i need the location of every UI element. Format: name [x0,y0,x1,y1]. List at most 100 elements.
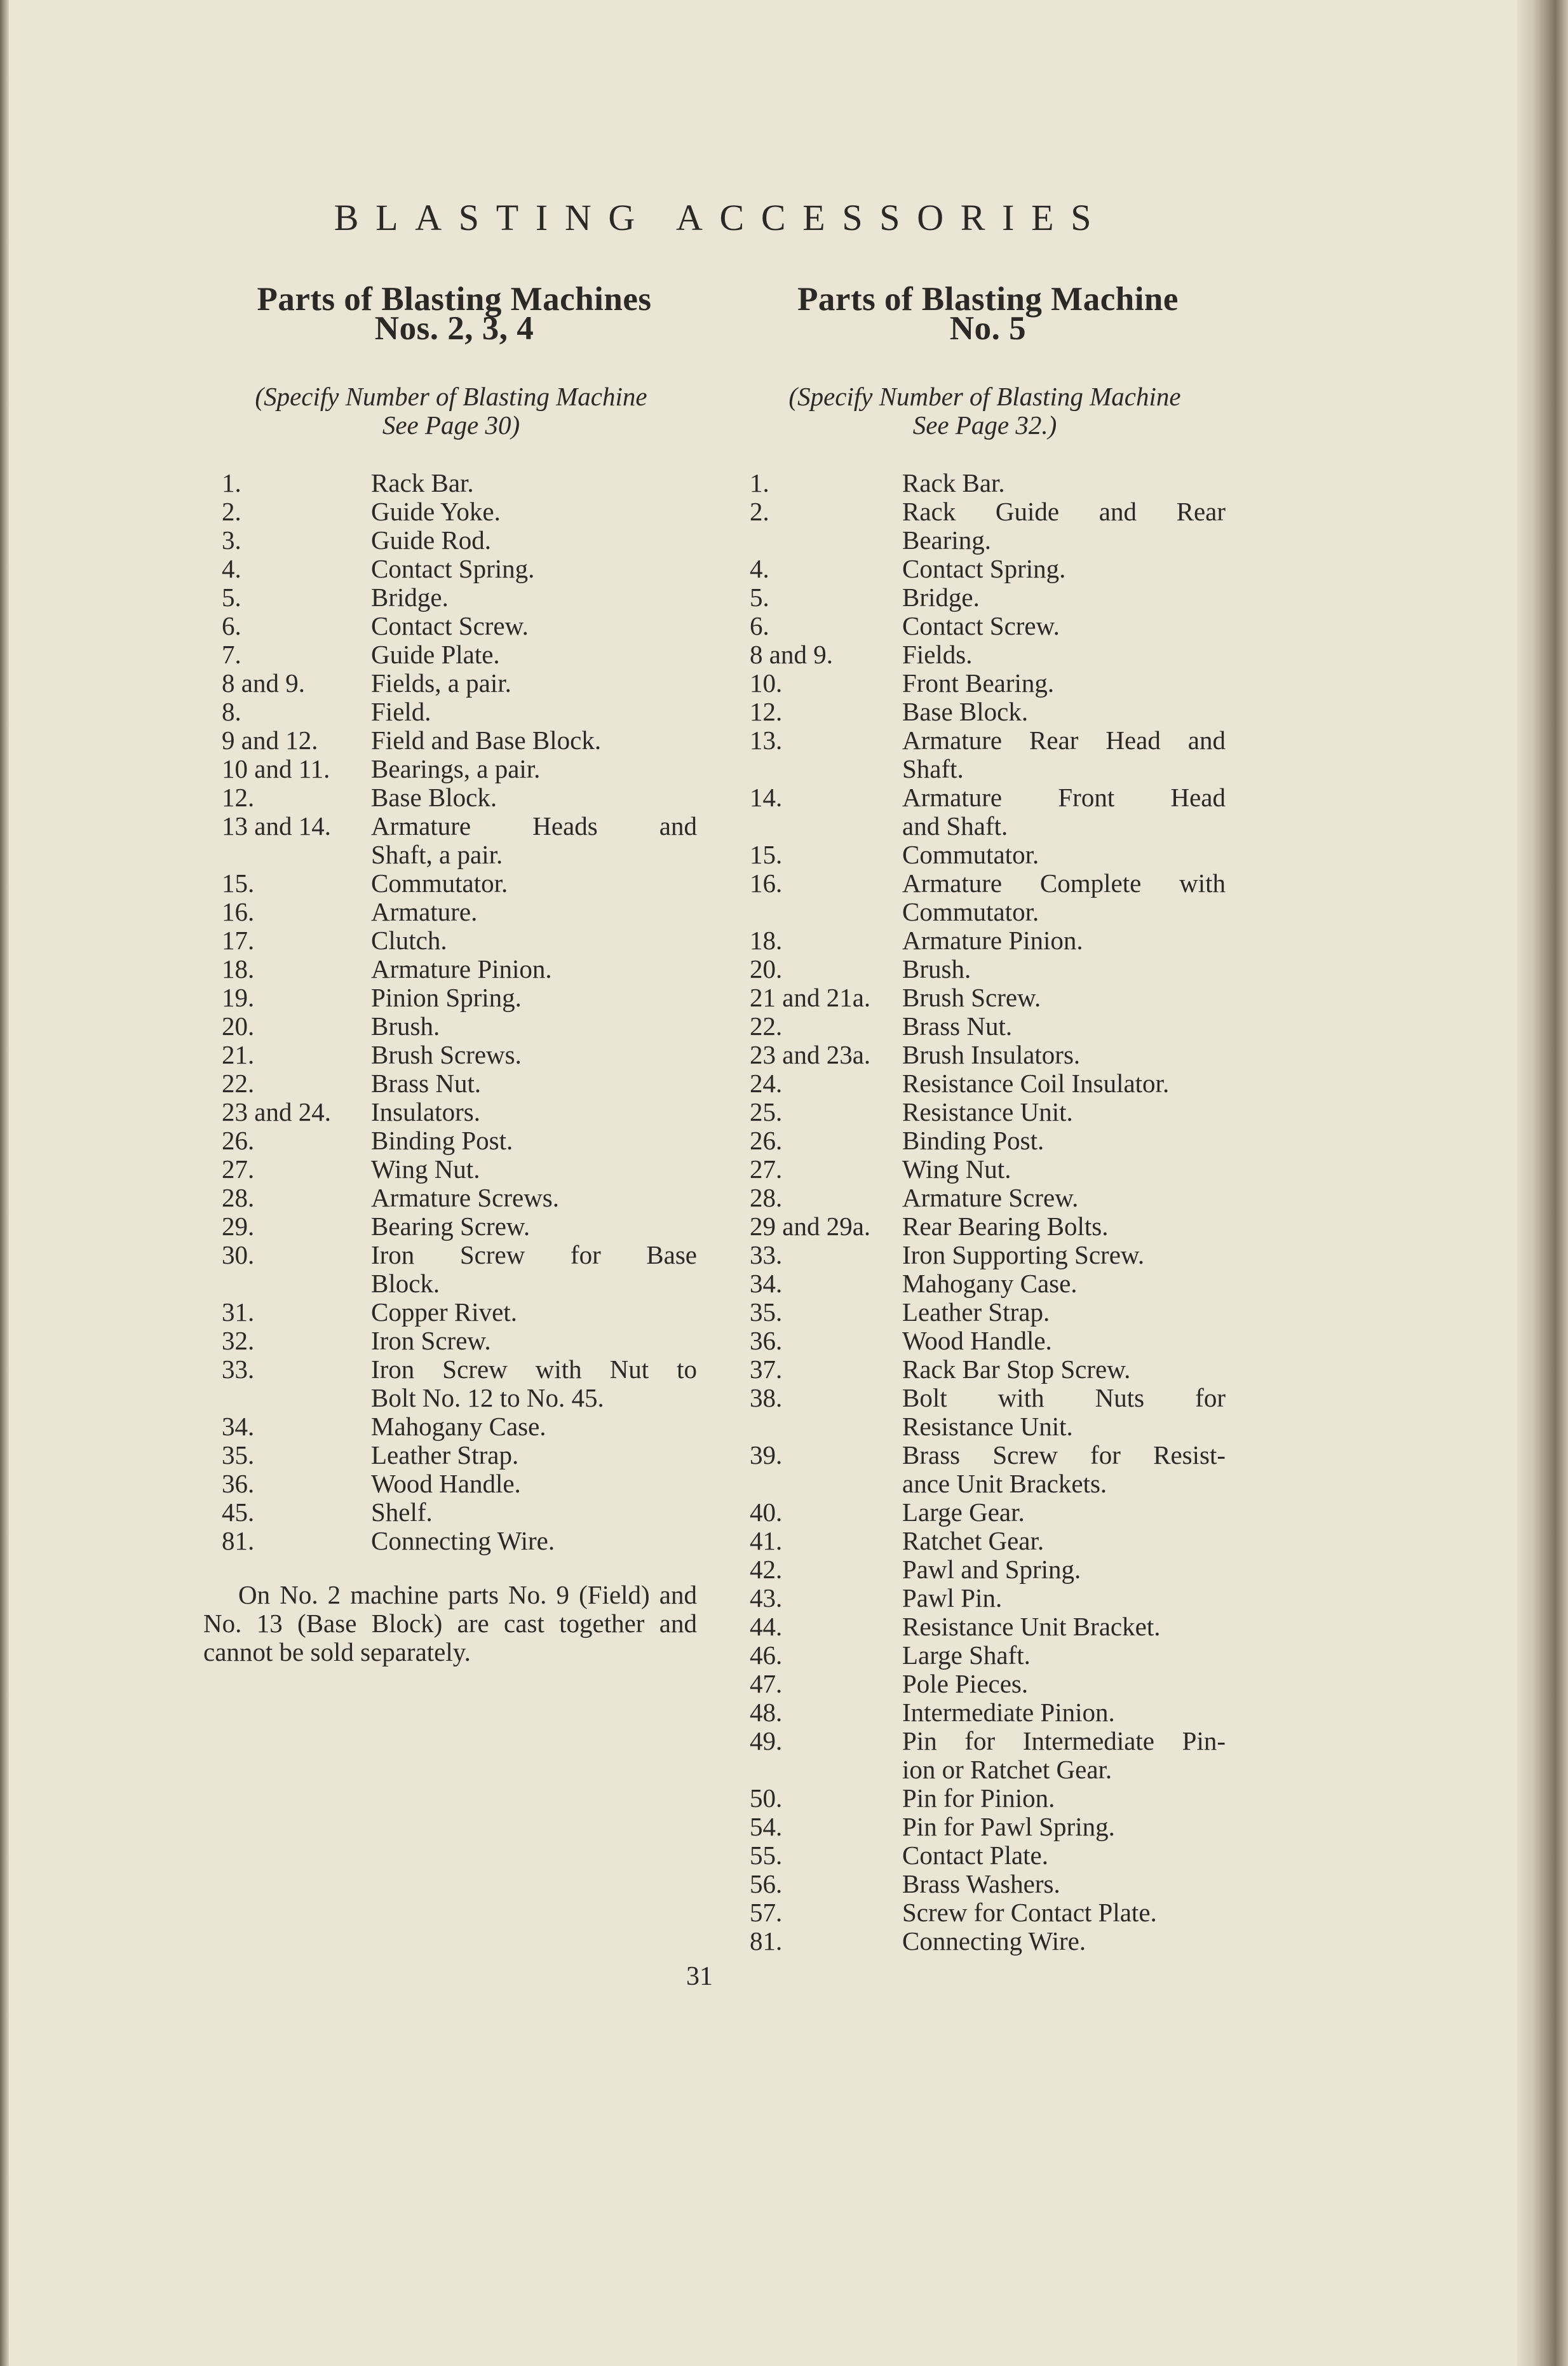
part-number: 28. [222,1183,255,1212]
part-number: 49. [750,1726,783,1755]
part-number: 27. [750,1154,783,1184]
part-number: 24. [750,1069,783,1098]
part-name-line: Intermediate Pinion. [902,1698,1115,1727]
book-binding-edge [1517,0,1568,2366]
part-name-line: Resistance Unit. [902,1412,1073,1441]
part-name: Binding Post. [902,1126,1226,1155]
part-row: 6. Contact Screw. [222,612,697,640]
part-row: 27. Wing Nut. [750,1155,1226,1184]
left-specify-note: (Specify Number of Blasting Machine See … [197,382,705,440]
part-row: 15. Commutator. [750,841,1226,869]
part-name-line: ance Unit Brackets. [902,1469,1107,1498]
part-name: Bearing Screw. [371,1212,697,1241]
part-row: 34. Mahogany Case. [750,1269,1226,1298]
part-number: 39. [750,1440,783,1470]
part-name-line: Bearing. [902,525,992,555]
part-row: 1. Rack Bar. [750,469,1226,497]
part-name-line: and Shaft. [902,811,1008,841]
part-name-line: Brass Washers. [902,1869,1060,1898]
part-number: 55. [750,1841,783,1870]
part-row: 23 and 24. Insulators. [222,1098,697,1126]
part-name: Pinion Spring. [371,984,697,1012]
part-name-line: Shaft. [902,754,964,783]
part-number: 29. [222,1212,255,1241]
part-row: 26. Binding Post. [750,1126,1226,1155]
part-name-line: Large Gear. [902,1497,1025,1527]
part-row: 24. Resistance Coil Insulator. [750,1069,1226,1098]
part-number: 31. [222,1297,255,1327]
part-row: 17. Clutch. [222,926,697,955]
part-row: 35. Leather Strap. [750,1298,1226,1327]
part-name: Leather Strap. [371,1441,697,1470]
part-name-line: Field. [371,697,431,726]
part-name: Copper Rivet. [371,1298,697,1327]
left-parts-list: 1. Rack Bar. 2. Guide Yoke. 3. Guide Rod. 4. Co… [222,469,697,1555]
part-name-line: Iron Screw. [371,1326,491,1355]
part-number: 7. [222,640,241,669]
part-name: Clutch. [371,926,697,955]
part-name-line: Pin for Intermediate Pin- [902,1726,1226,1755]
part-name-line: Mahogany Case. [371,1412,546,1441]
part-name-line: Wing Nut. [371,1154,480,1184]
part-name: Pin for Intermediate Pin-ion or Ratchet … [902,1727,1226,1784]
part-row: 40. Large Gear. [750,1498,1226,1527]
part-row: 9 and 12. Field and Base Block. [222,726,697,755]
part-row: 18. Armature Pinion. [222,955,697,984]
part-row: 16. Armature Complete with Commutator. [750,869,1226,926]
part-number: 48. [750,1698,783,1727]
part-number: 40. [750,1497,783,1527]
part-number: 12. [222,783,255,812]
part-number: 5. [750,583,769,612]
part-row: 54. Pin for Pawl Spring. [750,1813,1226,1841]
part-name-line: Leather Strap. [371,1440,519,1470]
part-row: 29 and 29a. Rear Bearing Bolts. [750,1212,1226,1241]
part-number: 5. [222,583,241,612]
part-name: Binding Post. [371,1126,697,1155]
part-name-line: Bridge. [902,583,980,612]
page-edge-left [0,0,9,2366]
part-row: 32. Iron Screw. [222,1327,697,1355]
part-number: 20. [222,1011,255,1041]
part-number: 57. [750,1898,783,1927]
part-name: Iron Supporting Screw. [902,1241,1226,1269]
part-row: 36. Wood Handle. [750,1327,1226,1355]
part-number: 6. [222,611,241,640]
part-name: Resistance Coil Insulator. [902,1069,1226,1098]
part-row: 49. Pin for Intermediate Pin-ion or Ratch… [750,1727,1226,1784]
part-row: 23 and 23a. Brush Insulators. [750,1041,1226,1069]
part-row: 21. Brush Screws. [222,1041,697,1069]
part-number: 19. [222,983,255,1012]
part-name: Pawl Pin. [902,1584,1226,1612]
part-name: Armature Front Head and Shaft. [902,783,1226,841]
part-row: 41. Ratchet Gear. [750,1527,1226,1555]
part-row: 45. Shelf. [222,1498,697,1527]
part-number: 54. [750,1812,783,1841]
part-row: 4. Contact Spring. [750,555,1226,583]
left-title-line2: Nos. 2, 3, 4 [374,310,534,347]
part-number: 22. [750,1011,783,1041]
part-name-line: Guide Plate. [371,640,500,669]
part-row: 31. Copper Rivet. [222,1298,697,1327]
part-row: 33. Iron Screw with Nut to Bolt No. 12 to … [222,1355,697,1412]
part-name: Armature Rear Head and Shaft. [902,726,1226,783]
part-name: Brass Screw for Resist-ance Unit Bracket… [902,1441,1226,1498]
part-name: Brass Nut. [902,1012,1226,1041]
part-name: Intermediate Pinion. [902,1698,1226,1727]
part-row: 33. Iron Supporting Screw. [750,1241,1226,1269]
part-row: 34. Mahogany Case. [222,1412,697,1441]
part-name-line: Wing Nut. [902,1154,1011,1184]
part-name-line: Brass Nut. [371,1069,482,1098]
part-name: Armature Heads and Shaft, a pair. [371,812,697,869]
part-number: 21. [222,1040,255,1069]
part-number: 26. [750,1126,783,1155]
part-name-line: Contact Screw. [371,611,529,640]
part-number: 27. [222,1154,255,1184]
part-name-line: Armature Pinion. [902,926,1083,955]
part-name: Brush Insulators. [902,1041,1226,1069]
part-row: 44. Resistance Unit Bracket. [750,1612,1226,1641]
part-name: Pawl and Spring. [902,1555,1226,1584]
part-row: 43. Pawl Pin. [750,1584,1226,1612]
part-name-line: Bridge. [371,583,449,612]
part-name: Front Bearing. [902,669,1226,698]
part-row: 16. Armature. [222,898,697,926]
